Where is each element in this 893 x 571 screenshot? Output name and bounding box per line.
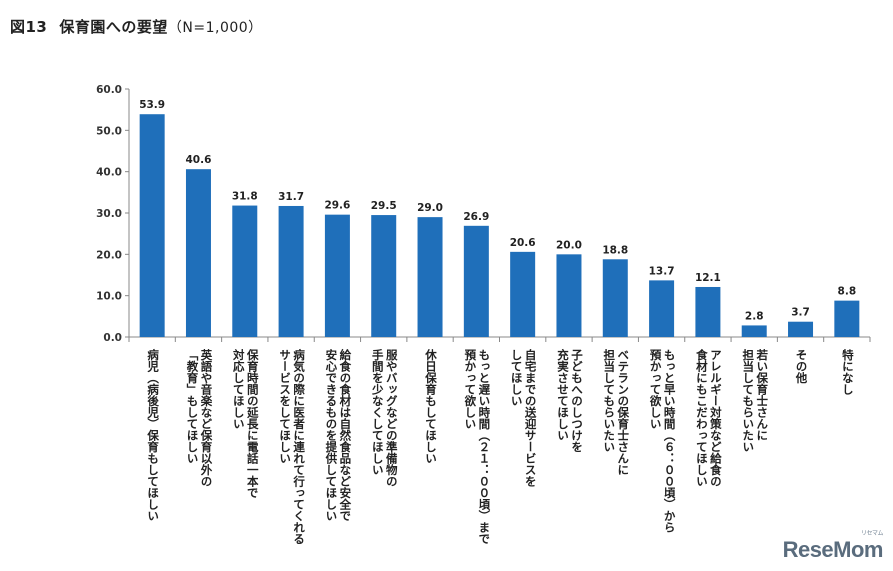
bar-value-label: 3.7: [791, 307, 810, 319]
resemom-logo: リセマム ReseMom: [782, 531, 884, 563]
x-category-label: その他: [795, 349, 809, 384]
x-category-label: 食材にもこだわってほしい: [695, 348, 709, 487]
x-category-label: 「教育」もしてほしい: [185, 349, 199, 464]
bar-value-label: 13.7: [649, 265, 675, 277]
x-category-label: 担当してもらいたい: [741, 348, 755, 452]
bar: [185, 169, 211, 337]
bar: [417, 217, 443, 337]
x-category-label: 預かって欲しい: [463, 348, 477, 429]
x-category-label: 病児（病後児）保育もしてほしい: [146, 348, 160, 521]
x-category-label: 特になし: [841, 348, 855, 396]
title-text: 保育園への要望: [59, 18, 168, 36]
x-category-label: もっと遅い時間（２１：００頃）まで: [477, 349, 491, 545]
bar: [232, 205, 258, 337]
bar-value-label: 29.6: [324, 200, 350, 212]
bar-value-label: 20.0: [556, 239, 582, 251]
bar: [602, 259, 628, 337]
bar-value-label: 53.9: [139, 99, 165, 111]
x-category-label: 対応してほしい: [232, 348, 246, 429]
x-category-label: 病気の際に医者に連れて行ってくれる: [292, 348, 306, 545]
x-category-label: 服やバッグなどの準備物の: [385, 348, 399, 487]
chart-title: 図13 保育園への要望（N=1,000）: [10, 16, 263, 37]
figure-number: 図13: [10, 18, 48, 36]
x-category-label: 手間を少なくしてほしい: [371, 348, 385, 475]
bar-value-label: 29.5: [371, 200, 397, 212]
x-category-label: アレルギー対策など給食の: [709, 349, 723, 487]
bar: [788, 321, 814, 337]
x-category-label: してほしい: [510, 349, 524, 407]
x-category-label: もっと早い時間（６：００頃）から: [663, 349, 677, 533]
x-category-label: ベテランの保育士さんに: [616, 349, 630, 476]
bar: [463, 225, 489, 337]
bar: [510, 251, 536, 337]
bar-value-label: 40.6: [186, 154, 212, 166]
bar: [324, 214, 350, 337]
x-category-label: 充実させてほしい: [556, 348, 570, 441]
sample-size: （N=1,000）: [167, 20, 263, 36]
x-category-label: 安心できるものを提供してほしい: [324, 348, 338, 521]
x-category-label: 保育時間の延長に電話一本で: [246, 348, 260, 498]
y-tick-label: 10.0: [96, 291, 122, 303]
bar: [741, 325, 767, 337]
y-tick-label: 40.0: [96, 167, 122, 179]
x-category-label: サービスをしてほしい: [278, 349, 292, 464]
x-category-label: 子どもへのしつけを: [570, 349, 584, 453]
bar-value-label: 2.8: [745, 310, 764, 322]
x-category-label: 担当してもらいたい: [602, 348, 616, 452]
bar-value-label: 29.0: [417, 202, 443, 214]
y-tick-label: 0.0: [103, 332, 122, 344]
y-tick-label: 50.0: [96, 125, 122, 137]
bar-value-label: 31.8: [232, 191, 258, 203]
bar-value-label: 20.6: [510, 237, 536, 249]
x-category-label: 給食の食材は自然食品など安全で: [338, 348, 352, 521]
x-category-label: 自宅までの送迎サービスを: [524, 348, 538, 488]
bar: [371, 215, 397, 337]
bar: [139, 114, 165, 337]
bar-value-label: 31.7: [278, 191, 304, 203]
bar-value-label: 18.8: [602, 244, 628, 256]
bar-value-label: 12.1: [695, 272, 721, 284]
x-category-label: 英語や音楽など保育以外の: [199, 348, 213, 487]
x-category-label: 預かって欲しい: [649, 348, 663, 429]
bar-value-label: 8.8: [838, 286, 857, 298]
y-tick-label: 30.0: [96, 208, 122, 220]
bar: [695, 286, 721, 337]
y-tick-label: 60.0: [96, 84, 122, 96]
logo-subtext: リセマム: [860, 531, 884, 537]
bar: [556, 254, 582, 337]
bar: [649, 280, 675, 337]
bar: [834, 300, 860, 337]
bar: [278, 205, 304, 337]
logo-text: ReseMom: [782, 537, 884, 562]
x-category-label: 休日保育もしてほしい: [424, 348, 438, 464]
bar-value-label: 26.9: [463, 211, 489, 223]
x-category-label: 若い保育士さんに: [755, 348, 769, 441]
y-tick-label: 20.0: [96, 249, 122, 261]
